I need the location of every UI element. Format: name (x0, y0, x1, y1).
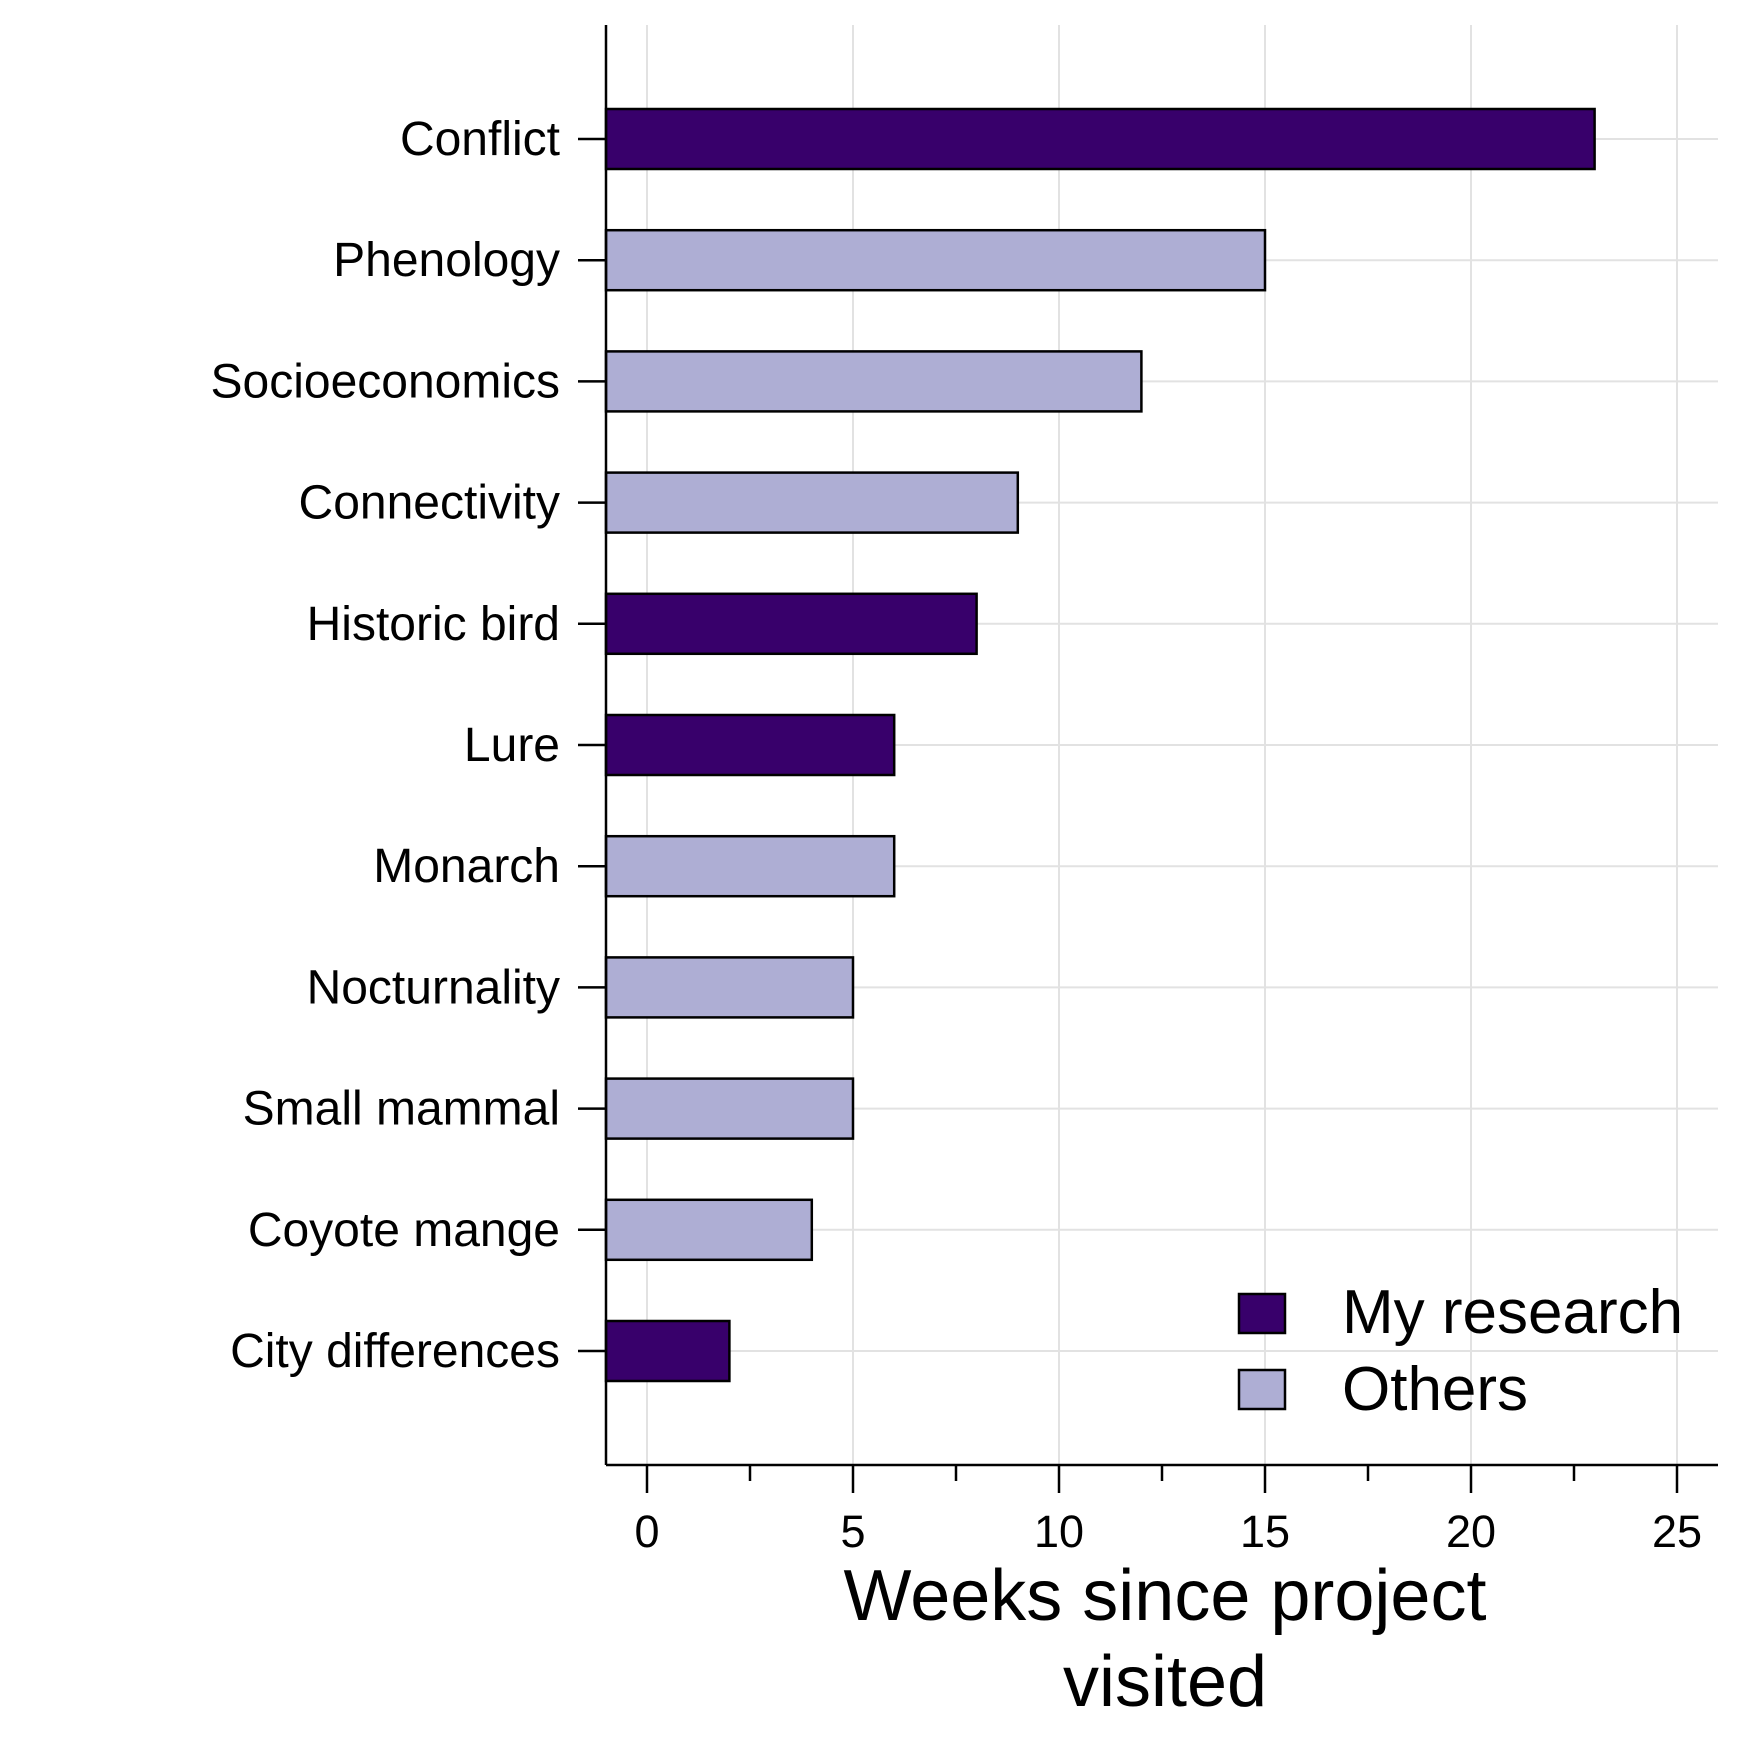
legend-swatch-my-research (1237, 1292, 1287, 1335)
bar-coyote-mange (604, 1198, 814, 1262)
legend-label-my-research: My research (1342, 1278, 1683, 1347)
x-tick-labels: 0 5 10 15 20 25 (634, 1506, 1702, 1557)
category-label: Conflict (400, 113, 560, 166)
bar-monarch (604, 834, 896, 898)
category-label: Nocturnality (307, 961, 560, 1014)
bar-socioeconomics (604, 350, 1143, 413)
x-tick-label: 25 (1652, 1506, 1702, 1557)
legend-swatch-others (1237, 1368, 1287, 1411)
bar-connectivity (604, 471, 1020, 534)
x-tick-label: 0 (634, 1506, 659, 1557)
bar-lure (604, 713, 896, 777)
category-label: Small mammal (243, 1083, 560, 1136)
bars (604, 107, 1596, 1383)
bar-small-mammal (604, 1077, 855, 1140)
bar-phenology (604, 228, 1267, 292)
x-axis-title: Weeks since project visited (844, 1556, 1487, 1722)
bar-nocturnality (604, 956, 855, 1019)
legend: My research Others (1237, 1278, 1683, 1424)
x-tick-label: 15 (1240, 1506, 1290, 1557)
category-label: Lure (464, 719, 560, 772)
category-label: Phenology (333, 234, 560, 287)
x-axis-title-line-1: Weeks since project (844, 1556, 1487, 1636)
category-label: Monarch (373, 840, 560, 893)
bar-conflict (604, 107, 1596, 171)
category-label: Socioeconomics (211, 355, 561, 408)
bar-historic-bird (604, 592, 978, 656)
x-axis-title-line-2: visited (1063, 1642, 1267, 1722)
x-tick-label: 10 (1034, 1506, 1084, 1557)
axes (578, 25, 1718, 1493)
category-label: Historic bird (307, 598, 560, 651)
category-label: Coyote mange (248, 1204, 560, 1257)
legend-label-others: Others (1342, 1355, 1528, 1424)
bar-city-differences (604, 1319, 731, 1383)
x-tick-label: 5 (840, 1506, 865, 1557)
category-labels: Conflict Phenology Socioeconomics Connectiv… (211, 113, 561, 1378)
x-tick-label: 20 (1446, 1506, 1496, 1557)
category-label: Connectivity (299, 477, 560, 530)
category-label: City differences (230, 1325, 560, 1378)
